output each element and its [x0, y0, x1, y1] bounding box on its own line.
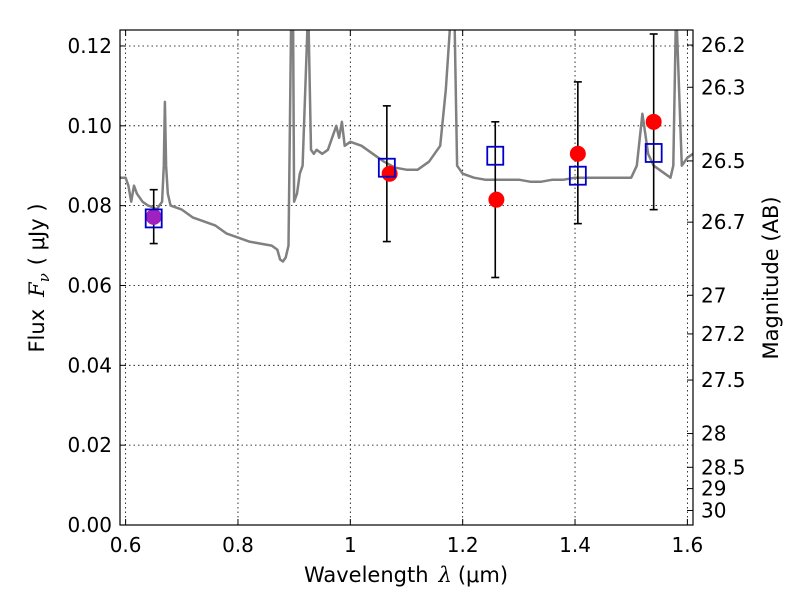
- y2-tick-label: 28.5: [701, 455, 746, 479]
- y2-tick-label: 27: [701, 283, 726, 307]
- x-axis-label: Wavelength λ (μm): [304, 563, 508, 587]
- observed-point: [145, 208, 162, 225]
- y2-tick-label: 29: [701, 477, 726, 501]
- y-axis-ticks: 0.00 0.02 0.04 0.06 0.08 0.10 0.12: [67, 34, 126, 537]
- y2-tick-label: 26.5: [701, 149, 746, 173]
- y2-tick-label: 26.3: [701, 75, 746, 99]
- y2-tick-label: 26.7: [701, 210, 746, 234]
- y-tick-label: 0.06: [67, 273, 112, 297]
- model-photometry-point: [377, 157, 396, 178]
- y-tick-label: 0.12: [67, 34, 112, 58]
- y2-tick-label: 27.2: [701, 322, 746, 346]
- plot-frame: [119, 29, 694, 526]
- x-tick-label: 1: [344, 533, 357, 557]
- observed-point: [569, 145, 586, 162]
- x-axis-ticks: 0.6 0.8 1 1.2 1.4 1.6: [110, 30, 703, 557]
- spectrum-line: [120, 30, 693, 263]
- y2-axis-label: Magnitude (AB): [759, 196, 783, 359]
- x-tick-label: 0.8: [222, 533, 254, 557]
- y-tick-label: 0.02: [67, 433, 112, 457]
- observed-point: [488, 191, 505, 208]
- y-tick-label: 0.04: [67, 353, 112, 377]
- observed-point: [381, 165, 398, 182]
- y-axis-label: FluxFν( μJy ): [25, 203, 53, 352]
- y2-tick-label: 27.5: [701, 368, 746, 392]
- y2-tick-label: 30: [701, 499, 726, 523]
- model-photometry-point: [644, 143, 663, 163]
- y-tick-label: 0.00: [67, 513, 112, 537]
- observed-points: [145, 113, 662, 225]
- x-tick-label: 1.6: [671, 533, 703, 557]
- model-photometry-points: [144, 143, 663, 229]
- model-photometry-point: [568, 165, 587, 186]
- model-photometry-point: [486, 145, 505, 166]
- grid: [120, 30, 693, 525]
- y2-tick-label: 26.2: [701, 33, 746, 57]
- y2-tick-label: 28: [701, 422, 726, 446]
- x-tick-label: 1.4: [559, 533, 591, 557]
- x-tick-label: 1.2: [447, 533, 479, 557]
- model-spectrum: [120, 30, 693, 263]
- y-tick-label: 0.08: [67, 194, 112, 218]
- model-photometry-point: [144, 208, 163, 229]
- y-tick-label: 0.10: [67, 114, 112, 138]
- observed-point: [645, 113, 662, 130]
- x-tick-label: 0.6: [110, 533, 142, 557]
